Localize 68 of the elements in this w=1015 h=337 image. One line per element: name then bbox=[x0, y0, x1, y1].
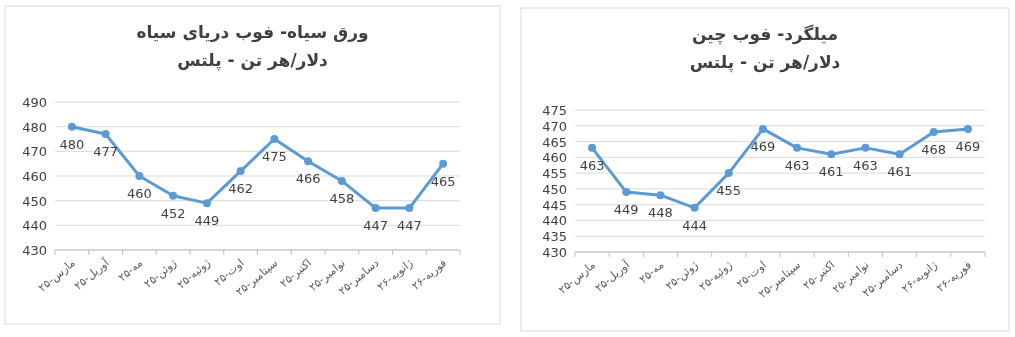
point bbox=[827, 150, 836, 159]
data-label: 466 bbox=[295, 171, 321, 187]
data-label: 468 bbox=[921, 142, 947, 158]
y-tick-label: 465 bbox=[542, 134, 567, 150]
point bbox=[169, 191, 178, 200]
y-tick-label: 455 bbox=[542, 166, 567, 182]
point bbox=[101, 130, 110, 139]
data-label: 475 bbox=[261, 149, 287, 164]
data-label: 447 bbox=[363, 218, 389, 234]
point bbox=[236, 167, 245, 176]
y-tick-label: 460 bbox=[22, 169, 47, 184]
point bbox=[861, 143, 870, 152]
y-tick-label: 450 bbox=[542, 181, 567, 197]
data-label: 461 bbox=[887, 164, 912, 180]
data-label: 461 bbox=[818, 164, 844, 180]
point bbox=[270, 135, 279, 143]
point bbox=[337, 176, 346, 185]
point bbox=[690, 203, 699, 212]
y-tick-label: 480 bbox=[22, 119, 47, 135]
point bbox=[405, 204, 414, 213]
chart-title: ورق سیاه- فوب دریای سیاه دلار/هر تن - پلتس bbox=[136, 22, 369, 71]
point bbox=[758, 124, 767, 133]
y-tick-label: 470 bbox=[542, 118, 567, 134]
data-label: 463 bbox=[784, 157, 810, 173]
point bbox=[304, 157, 313, 166]
data-label: 455 bbox=[716, 183, 742, 199]
point bbox=[963, 124, 972, 133]
point bbox=[656, 191, 665, 200]
y-tick-label: 490 bbox=[22, 95, 47, 110]
y-tick-label: 470 bbox=[22, 144, 47, 160]
y-tick-label: 430 bbox=[22, 243, 47, 258]
data-label: 462 bbox=[228, 181, 254, 197]
y-tick-label: 450 bbox=[22, 193, 47, 209]
y-tick-label: 435 bbox=[542, 229, 567, 245]
point bbox=[202, 199, 211, 208]
data-label: 458 bbox=[329, 190, 355, 206]
data-label: 469 bbox=[955, 138, 981, 154]
data-label: 447 bbox=[396, 218, 422, 234]
data-label: 449 bbox=[613, 202, 639, 218]
point bbox=[895, 150, 904, 159]
data-label: 465 bbox=[430, 173, 456, 189]
y-tick-label: 430 bbox=[542, 245, 567, 260]
y-tick-label: 440 bbox=[542, 213, 567, 229]
chart-title: میلگرد- فوب چین دلار/هر تن - پلتس bbox=[689, 24, 841, 73]
point bbox=[929, 128, 938, 137]
point bbox=[793, 143, 802, 152]
data-label: 463 bbox=[853, 157, 878, 173]
data-label: 463 bbox=[579, 157, 605, 173]
y-tick-label: 460 bbox=[542, 150, 567, 166]
data-label: 448 bbox=[648, 205, 673, 221]
point bbox=[135, 172, 144, 180]
data-label: 477 bbox=[93, 144, 119, 160]
data-label: 460 bbox=[126, 186, 152, 201]
data-label: 452 bbox=[160, 205, 186, 221]
point bbox=[439, 159, 448, 168]
y-tick-label: 440 bbox=[22, 218, 47, 234]
data-label: 444 bbox=[682, 217, 707, 233]
point bbox=[371, 204, 380, 213]
data-label: 469 bbox=[750, 138, 776, 154]
x-tick-label: فوریه-۲۶ bbox=[934, 258, 974, 295]
y-tick-label: 475 bbox=[542, 103, 567, 118]
point bbox=[588, 143, 597, 152]
point bbox=[724, 169, 733, 178]
y-tick-label: 445 bbox=[542, 197, 567, 213]
data-label: 449 bbox=[194, 213, 220, 229]
point bbox=[67, 122, 76, 131]
data-label: 480 bbox=[59, 136, 85, 152]
point bbox=[622, 188, 631, 197]
